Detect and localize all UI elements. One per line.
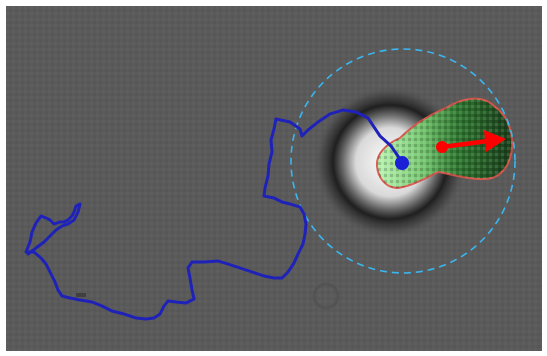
direction-arrow-origin <box>436 141 448 153</box>
background-speck <box>76 293 86 297</box>
microscopy-field <box>6 6 542 351</box>
direction-arrow-shaft <box>439 138 491 150</box>
background-artifact <box>312 282 340 310</box>
current-position-marker <box>395 156 409 170</box>
direction-arrow-head <box>484 130 506 152</box>
search-radius-circle <box>290 48 516 274</box>
trajectory <box>24 108 404 321</box>
scene-svg <box>6 6 542 351</box>
